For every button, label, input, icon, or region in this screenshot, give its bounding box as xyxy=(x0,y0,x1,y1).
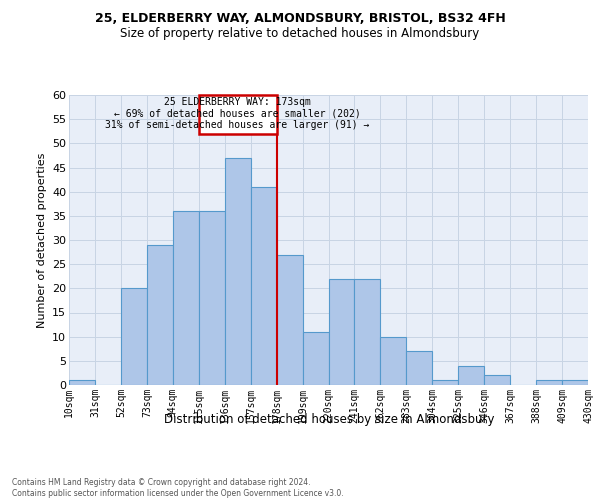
Text: 31% of semi-detached houses are larger (91) →: 31% of semi-detached houses are larger (… xyxy=(106,120,370,130)
Bar xyxy=(536,380,562,385)
Bar xyxy=(406,351,432,385)
Bar xyxy=(380,336,406,385)
Bar xyxy=(225,158,251,385)
Bar xyxy=(173,211,199,385)
Text: Distribution of detached houses by size in Almondsbury: Distribution of detached houses by size … xyxy=(164,412,494,426)
Text: ← 69% of detached houses are smaller (202): ← 69% of detached houses are smaller (20… xyxy=(115,108,361,118)
Bar xyxy=(458,366,484,385)
Text: 25, ELDERBERRY WAY, ALMONDSBURY, BRISTOL, BS32 4FH: 25, ELDERBERRY WAY, ALMONDSBURY, BRISTOL… xyxy=(95,12,505,26)
Bar xyxy=(199,211,224,385)
Text: Size of property relative to detached houses in Almondsbury: Size of property relative to detached ho… xyxy=(121,28,479,40)
Bar xyxy=(251,187,277,385)
Text: Contains HM Land Registry data © Crown copyright and database right 2024.
Contai: Contains HM Land Registry data © Crown c… xyxy=(12,478,344,498)
Bar xyxy=(302,332,329,385)
Bar xyxy=(562,380,588,385)
Text: 25 ELDERBERRY WAY: 173sqm: 25 ELDERBERRY WAY: 173sqm xyxy=(164,98,311,108)
Bar xyxy=(199,95,277,134)
Y-axis label: Number of detached properties: Number of detached properties xyxy=(37,152,47,328)
Bar xyxy=(277,254,302,385)
Bar xyxy=(69,380,95,385)
Bar xyxy=(355,278,380,385)
Bar xyxy=(432,380,458,385)
Bar xyxy=(121,288,147,385)
Bar xyxy=(147,245,173,385)
Bar xyxy=(329,278,355,385)
Bar xyxy=(484,376,510,385)
